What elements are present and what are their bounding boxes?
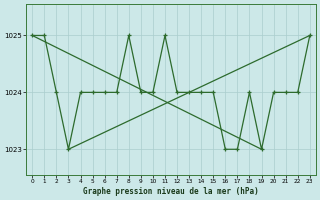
X-axis label: Graphe pression niveau de la mer (hPa): Graphe pression niveau de la mer (hPa) <box>83 187 259 196</box>
